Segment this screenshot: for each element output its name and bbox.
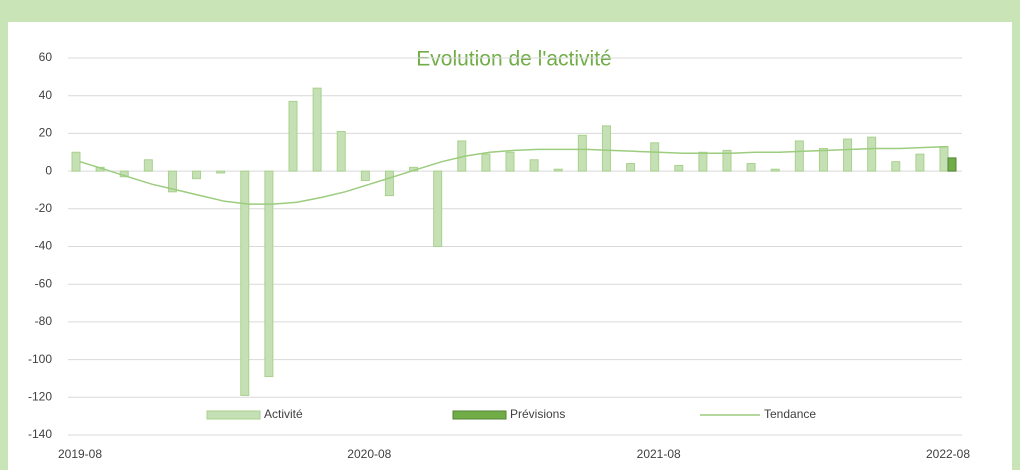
y-tick-label: -20 [35,201,53,215]
bar [674,164,684,172]
bar [947,157,957,172]
y-tick-label: -140 [28,427,52,441]
x-tick-label: 2020-08 [347,447,391,461]
bar [312,87,322,172]
bar [746,163,756,172]
y-tick-label: 0 [45,163,52,177]
bar [505,151,515,172]
bar [843,138,853,172]
bar [626,163,636,172]
y-tick-label: 60 [39,50,53,64]
bar [770,168,780,172]
legend-swatch [452,410,507,420]
bar [915,153,925,172]
chart-title: Evolution de l'activité [416,48,611,71]
legend-label: Activité [264,407,303,421]
bar [818,147,828,172]
y-tick-label: -80 [35,314,53,328]
bar [264,170,274,378]
bar [71,151,81,172]
bar [722,149,732,172]
bar [481,153,491,172]
bar [336,131,346,172]
legend-swatch [206,410,261,420]
bar [288,100,298,172]
bar [601,125,611,172]
x-tick-label: 2021-08 [637,447,681,461]
y-tick-label: -40 [35,239,53,253]
trend-line [79,145,949,205]
bar [891,161,901,172]
y-tick-label: -120 [28,389,52,403]
legend-label: Prévisions [510,407,565,421]
bar [192,170,202,180]
bar [143,159,153,172]
bar [433,170,443,248]
y-tick-label: -60 [35,276,53,290]
bar [529,159,539,172]
bar [216,170,226,174]
bar [384,170,394,197]
bar [650,142,660,172]
bar [240,170,250,396]
x-tick-label: 2019-08 [58,447,102,461]
bar [698,151,708,172]
bar [794,140,804,172]
bar [553,168,563,172]
bar [939,146,949,172]
bar [167,170,177,193]
bar [577,134,587,172]
bar [867,136,877,172]
y-tick-label: 20 [39,126,53,140]
legend-label: Tendance [764,407,816,421]
x-tick-label: 2022-08 [926,447,970,461]
bar [360,170,370,182]
y-tick-label: -100 [28,352,52,366]
y-tick-label: 40 [39,88,53,102]
